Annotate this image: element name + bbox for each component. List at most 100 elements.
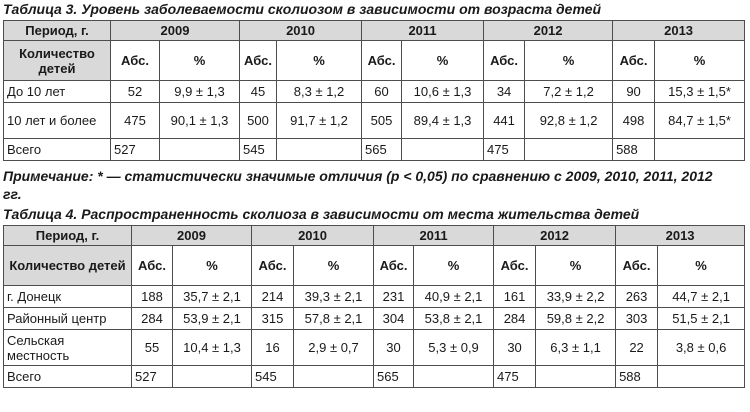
table4-cell: 16 [251, 329, 295, 366]
table3-pct-label: % [654, 40, 746, 81]
table4-cell: 2,9 ± 0,7 [293, 329, 375, 366]
table4-row-label: Сельская местность [3, 329, 132, 366]
table4-cell: 33,9 ± 2,2 [535, 285, 617, 308]
table4-year: 2013 [615, 225, 746, 246]
table4-cell [657, 365, 746, 388]
table4-cell: 214 [251, 285, 295, 308]
table4-abs-label: Абс. [131, 245, 173, 286]
table3-cell: 441 [483, 102, 526, 139]
table4-cell: 40,9 ± 2,1 [413, 285, 495, 308]
table3-row-label: Всего [3, 138, 111, 161]
table4-abs-label: Абс. [373, 245, 415, 286]
table3-cell: 9,9 ± 1,3 [158, 80, 241, 103]
table3-caption-prefix: Таблица 3. [3, 1, 78, 17]
table3: Период, г. 2009 2010 2011 2012 2013 Коли… [3, 20, 746, 161]
table3-cell: 475 [483, 138, 526, 161]
table4-cell: 565 [373, 365, 415, 388]
table3-cell [276, 138, 363, 161]
table4-pct-label: % [657, 245, 746, 286]
table3-cell: 527 [110, 138, 160, 161]
table4-caption-prefix: Таблица 4. [3, 206, 78, 222]
table3-cell [401, 138, 485, 161]
table4-cell: 39,3 ± 2,1 [293, 285, 375, 308]
table3-cell: 92,8 ± 1,2 [524, 102, 614, 139]
table4-cell: 304 [373, 307, 415, 330]
table4-cell: 51,5 ± 2,1 [657, 307, 746, 330]
table4-period-label: Период, г. [3, 225, 132, 246]
table3-row: Всего 527 545 565 475 588 [3, 138, 746, 161]
table3-pct-label: % [524, 40, 614, 81]
table3-cell: 8,3 ± 1,2 [276, 80, 363, 103]
table3-year: 2011 [361, 20, 485, 41]
table4-cell: 6,3 ± 1,1 [535, 329, 617, 366]
table3-pct-label: % [401, 40, 485, 81]
table4-year: 2009 [130, 225, 253, 246]
table3-cell: 15,3 ± 1,5* [654, 80, 746, 103]
table3-cell: 498 [612, 102, 656, 139]
table3-cell [158, 138, 241, 161]
table3-cell: 91,7 ± 1,2 [276, 102, 363, 139]
table3-pct-label: % [276, 40, 363, 81]
table4-row: Районный центр 284 53,9 ± 2,1 315 57,8 ±… [3, 307, 746, 330]
table3-cell: 90 [612, 80, 656, 103]
table4-cell: 284 [131, 307, 173, 330]
table3-year: 2012 [483, 20, 614, 41]
table4-year: 2010 [251, 225, 375, 246]
table3-year: 2009 [109, 20, 241, 41]
table3-cell: 588 [612, 138, 656, 161]
table4-cell: 30 [373, 329, 415, 366]
table4-cell [413, 365, 495, 388]
table3-cell: 60 [361, 80, 403, 103]
table3-count-label: Количество детей [3, 40, 111, 81]
table4-cell: 231 [373, 285, 415, 308]
table4-count-label: Количество детей [3, 245, 132, 286]
table4-row-label: Всего [3, 365, 132, 388]
table3-year: 2013 [612, 20, 746, 41]
table3-cell: 34 [483, 80, 526, 103]
table4-cell: 161 [493, 285, 537, 308]
table4-caption: Таблица 4. Распространенность сколиоза в… [3, 205, 747, 225]
table3-cell [524, 138, 614, 161]
table3-row-label: 10 лет и более [3, 102, 111, 139]
table4-subheader-row: Количество детей Абс. % Абс. % Абс. % Аб… [3, 245, 746, 286]
table3-abs-label: Абс. [612, 40, 656, 81]
table4-cell: 588 [615, 365, 659, 388]
table4-year-header-row: Период, г. 2009 2010 2011 2012 2013 [3, 225, 746, 246]
table3-period-label: Период, г. [3, 20, 111, 41]
table4-cell: 303 [615, 307, 659, 330]
table4-cell: 315 [251, 307, 295, 330]
table4-abs-label: Абс. [615, 245, 659, 286]
table4-cell: 10,4 ± 1,3 [171, 329, 253, 366]
table4-cell: 545 [251, 365, 295, 388]
table3-cell: 45 [239, 80, 278, 103]
table4-year: 2011 [373, 225, 495, 246]
table4-cell: 55 [131, 329, 173, 366]
table3-row-label: До 10 лет [3, 80, 111, 103]
table4-cell: 30 [493, 329, 537, 366]
table3-cell: 500 [239, 102, 278, 139]
table4-cell: 53,9 ± 2,1 [171, 307, 253, 330]
table3-cell: 475 [110, 102, 160, 139]
table4-pct-label: % [413, 245, 495, 286]
table3-abs-label: Абс. [239, 40, 278, 81]
table4-cell: 527 [131, 365, 173, 388]
table4-cell: 475 [493, 365, 537, 388]
table4-row-label: г. Донецк [3, 285, 132, 308]
table4-cell: 35,7 ± 2,1 [171, 285, 253, 308]
table3-cell: 84,7 ± 1,5* [654, 102, 746, 139]
table3-caption-text: Уровень заболеваемости сколиозом в завис… [81, 1, 602, 17]
table4-cell: 57,8 ± 2,1 [293, 307, 375, 330]
table4-cell: 284 [493, 307, 537, 330]
table4-cell: 53,8 ± 2,1 [413, 307, 495, 330]
table3-cell [654, 138, 746, 161]
table3-cell: 10,6 ± 1,3 [401, 80, 485, 103]
table4-abs-label: Абс. [251, 245, 295, 286]
table4-row: г. Донецк 188 35,7 ± 2,1 214 39,3 ± 2,1 … [3, 285, 746, 308]
table3-pct-label: % [158, 40, 241, 81]
table3-cell: 90,1 ± 1,3 [158, 102, 241, 139]
table4-cell: 263 [615, 285, 659, 308]
table4-year: 2012 [493, 225, 617, 246]
table4-cell: 22 [615, 329, 659, 366]
table4-cell: 188 [131, 285, 173, 308]
table3-cell: 7,2 ± 1,2 [524, 80, 614, 103]
